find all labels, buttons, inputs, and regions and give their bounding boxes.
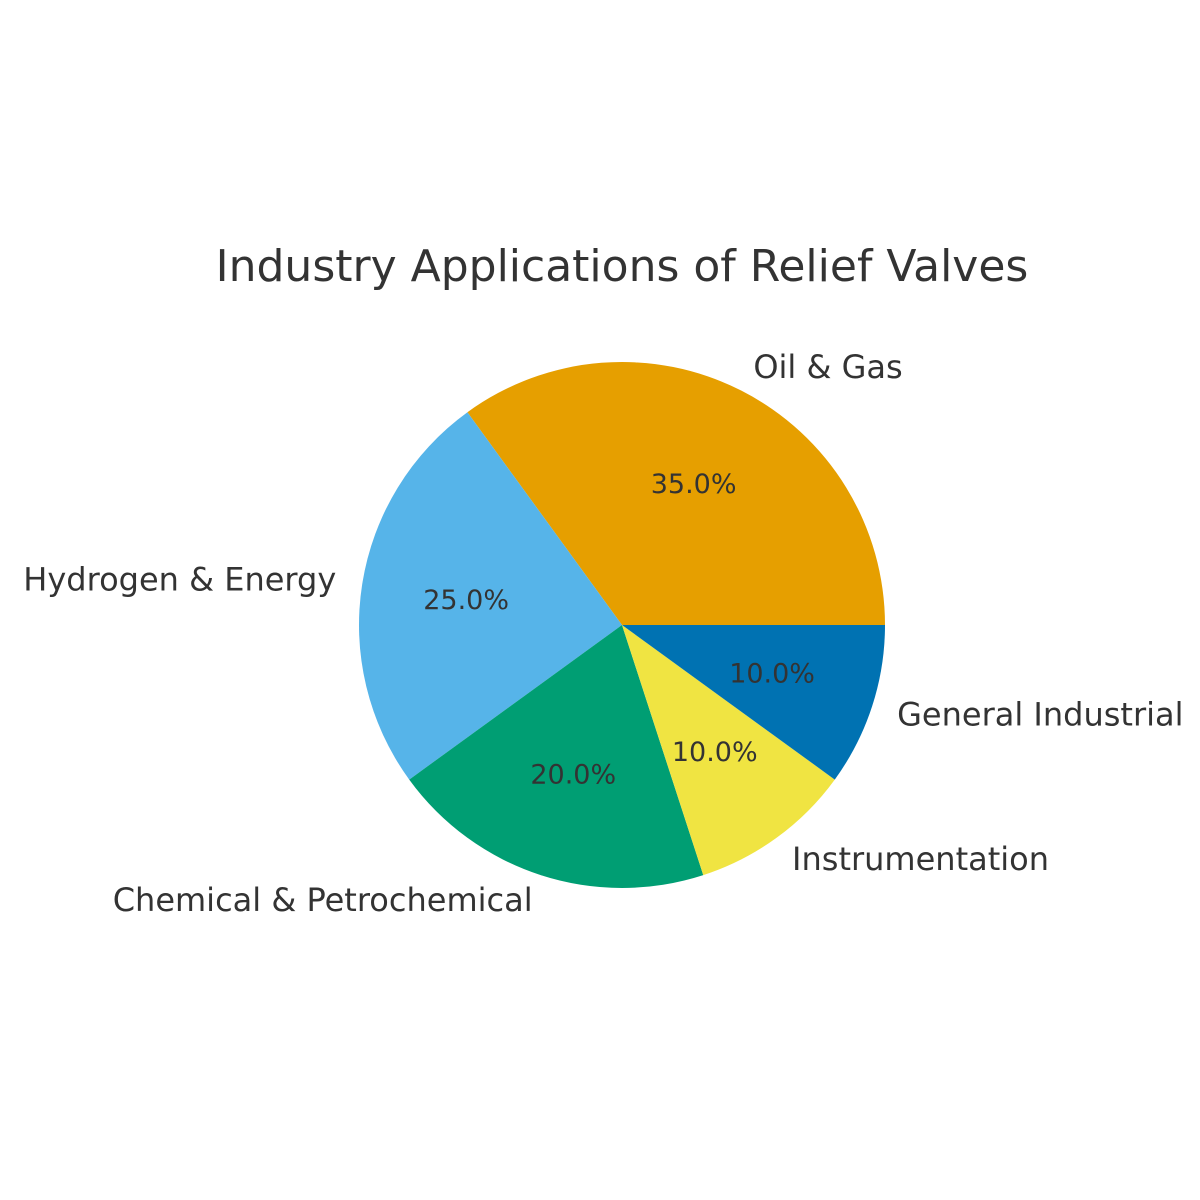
pie-slices [358,361,885,889]
slice-label-chemical-and-petrochemical: Chemical & Petrochemical [113,881,533,919]
pie-slice-instrumentation [622,625,835,876]
slice-label-general-industrial: General Industrial [897,695,1183,733]
slice-label-instrumentation: Instrumentation [792,840,1049,878]
chart-title: Industry Applications of Relief Valves [216,241,1029,292]
slice-label-oil-and-gas: Oil & Gas [753,348,902,386]
slice-label-hydrogen-and-energy: Hydrogen & Energy [23,561,336,599]
pie-slice-oil-and-gas [467,361,885,625]
pie-labels: 35.0% Oil & Gas 25.0% Hydrogen & Energy 20.0… [23,348,1183,919]
pie-slice-chemical-and-petrochemical [409,625,704,889]
pct-label-instrumentation: 10.0% [672,737,758,768]
pct-label-hydrogen-and-energy: 25.0% [423,585,509,616]
pct-label-oil-and-gas: 35.0% [651,469,737,500]
pie-slice-hydrogen-and-energy [358,412,622,780]
pct-label-chemical-and-petrochemical: 20.0% [530,760,616,791]
pie-slice-general-industrial [622,625,885,780]
pct-label-general-industrial: 10.0% [729,658,815,689]
